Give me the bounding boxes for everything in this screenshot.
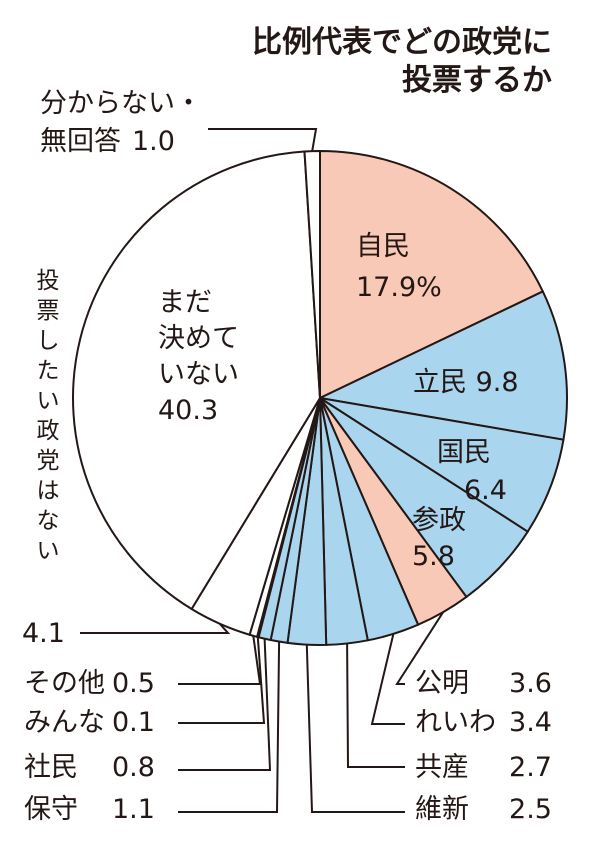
label-sanseito-name: 参政 <box>412 505 466 536</box>
label-no-party-char-5: 政 <box>37 418 60 444</box>
label-undecided-3: 40.3 <box>158 395 218 426</box>
label-dpfp-name: 国民 <box>437 437 491 468</box>
label-dpfp-value: 6.4 <box>464 475 507 506</box>
label-unknown-line-2: 無回答 <box>40 126 121 157</box>
label-value-7: 2.5 <box>509 794 552 825</box>
leader-line-4 <box>395 611 444 685</box>
label-undecided-1: 決めて <box>158 323 239 354</box>
label-name-6: 共産 <box>415 752 469 783</box>
slice-13 <box>72 150 321 611</box>
label-ldp-value: 17.9% <box>356 272 442 303</box>
label-name-10: みんな <box>24 707 105 738</box>
label-no-party-char-2: し <box>37 328 60 354</box>
leader-line-11 <box>178 635 262 685</box>
label-unknown-value: 1.0 <box>132 126 175 157</box>
label-value-4: 3.6 <box>509 668 552 699</box>
label-ldp-name: 自民 <box>356 231 410 262</box>
slice-1 <box>319 290 568 441</box>
leader-line-5 <box>370 633 405 725</box>
leader-lines <box>80 128 444 813</box>
label-no-party-char-0: 投 <box>37 268 60 294</box>
leader-line-6 <box>346 643 405 768</box>
slice-14 <box>303 150 321 399</box>
label-no-party-char-1: 票 <box>37 298 60 324</box>
leader-line-7 <box>305 644 405 813</box>
leader-line-12 <box>80 623 231 634</box>
label-no-party-char-4: い <box>37 388 60 414</box>
title-line-2: 投票するか <box>402 63 552 98</box>
slice-0 <box>319 150 544 399</box>
label-no-party-value: 4.1 <box>22 618 65 649</box>
leader-line-14 <box>208 128 318 152</box>
label-no-party-char-6: 党 <box>37 448 60 474</box>
label-name-11: その他 <box>24 668 105 699</box>
label-name-8: 保守 <box>24 794 78 825</box>
label-no-party-char-8: な <box>37 508 60 534</box>
label-value-9: 0.8 <box>112 752 155 783</box>
label-value-8: 1.1 <box>112 794 155 825</box>
label-name-7: 維新 <box>415 794 469 825</box>
label-name-4: 公明 <box>415 668 469 699</box>
label-no-party-char-9: い <box>37 538 60 564</box>
label-no-party-char-3: た <box>37 358 60 384</box>
label-cdp: 立民 9.8 <box>413 367 519 398</box>
leader-line-8 <box>178 641 281 813</box>
label-unknown-line-1: 分からない・ <box>40 88 202 119</box>
leader-line-9 <box>178 638 272 771</box>
title-line-1: 比例代表でどの政党に <box>252 25 552 60</box>
label-sanseito-value: 5.8 <box>412 541 455 572</box>
label-no-party-char-7: は <box>37 478 60 504</box>
leader-line-10 <box>178 636 266 724</box>
label-value-11: 0.5 <box>112 668 155 699</box>
label-undecided-0: まだ <box>158 287 212 318</box>
label-value-6: 2.7 <box>509 752 552 783</box>
label-value-5: 3.4 <box>509 707 552 738</box>
label-undecided-2: いない <box>158 359 239 390</box>
label-name-9: 社民 <box>24 752 78 783</box>
label-name-5: れいわ <box>415 707 496 738</box>
label-value-10: 0.1 <box>112 707 155 738</box>
